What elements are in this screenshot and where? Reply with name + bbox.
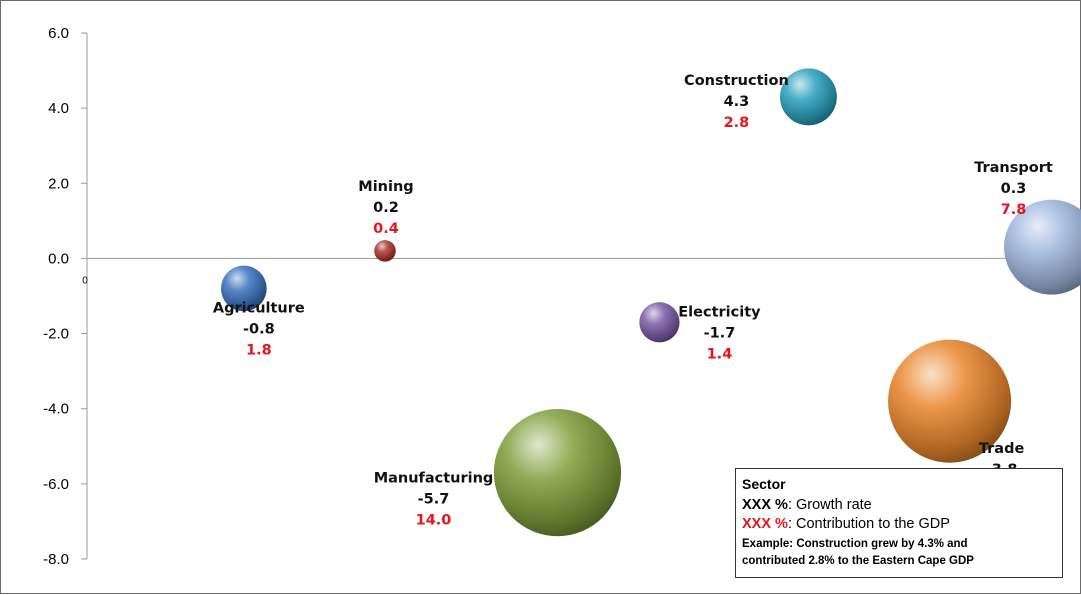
bubble-manufacturing: [493, 408, 622, 537]
legend-contrib-text: : Contribution to the GDP: [787, 516, 950, 532]
bubble-label-electricity-name: Electricity: [678, 304, 761, 320]
bubble-label-agriculture-growth: -0.8: [243, 321, 275, 337]
y-tick-label: 0.0: [48, 250, 69, 267]
bubble-agriculture: [221, 265, 267, 312]
bubble-label-transport-contribution: 7.8: [1001, 202, 1027, 218]
legend-contrib-key: XXX %: [742, 516, 788, 532]
bubble-label-construction-growth: 4.3: [724, 94, 750, 110]
bubble-label-manufacturing-contribution: 14.0: [416, 513, 452, 529]
bubble-electricity: [639, 302, 680, 343]
y-tick-label: -2.0: [43, 326, 69, 343]
legend-example-line-2: contributed 2.8% to the Eastern Cape GDP: [742, 555, 974, 567]
y-tick-label: 6.0: [48, 25, 69, 42]
bubble-labels: Agriculture -0.8 1.8 Mining 0.2 0.4 Manufactur…: [213, 73, 1053, 529]
legend-growth-key: XXX %: [742, 497, 788, 513]
bubble-construction: [779, 68, 837, 126]
bubble-label-mining-name: Mining: [358, 179, 413, 195]
y-tick-label: 4.0: [48, 100, 69, 117]
bubbles: [221, 68, 1081, 537]
bubble-trade: [888, 339, 1012, 463]
bubble-label-trade-name: Trade: [979, 441, 1025, 457]
legend-example-line-1: Example: Construction grew by 4.3% and: [742, 538, 968, 550]
bubble-label-mining-growth: 0.2: [373, 200, 399, 216]
y-tick-label: -4.0: [43, 401, 69, 418]
bubble-transport: [1004, 199, 1081, 295]
axes: -8.0-6.0-4.0-2.00.02.04.06.0012: [43, 25, 1042, 568]
bubble-label-agriculture-contribution: 1.8: [246, 342, 272, 358]
y-tick-label: 2.0: [48, 175, 69, 192]
bubble-label-mining-contribution: 0.4: [373, 221, 399, 237]
bubble-label-agriculture-name: Agriculture: [213, 300, 305, 316]
y-tick-label: -6.0: [43, 476, 69, 493]
y-tick-label: -8.0: [43, 551, 69, 568]
bubble-label-manufacturing-name: Manufacturing: [374, 471, 494, 487]
bubble-label-transport-growth: 0.3: [1001, 181, 1027, 197]
bubble-mining: [374, 240, 396, 262]
bubble-label-manufacturing-growth: -5.7: [418, 492, 450, 508]
legend-growth-row: XXX %: Growth rate: [742, 497, 1056, 513]
bubble-label-construction-contribution: 2.8: [724, 115, 750, 131]
legend-title: Sector: [742, 476, 786, 492]
legend-growth-text: : Growth rate: [787, 497, 872, 513]
bubble-label-transport-name: Transport: [974, 160, 1053, 176]
legend-box: Sector XXX %: Growth rate XXX %: Contrib…: [735, 468, 1063, 578]
legend-example: Example: Construction grew by 4.3% and c…: [742, 536, 1056, 570]
x-tick-label: 0: [82, 275, 88, 286]
bubble-label-electricity-contribution: 1.4: [707, 346, 733, 362]
bubble-label-electricity-growth: -1.7: [704, 325, 736, 341]
legend-contrib-row: XXX %: Contribution to the GDP: [742, 516, 1056, 532]
bubble-label-construction-name: Construction: [684, 73, 789, 89]
